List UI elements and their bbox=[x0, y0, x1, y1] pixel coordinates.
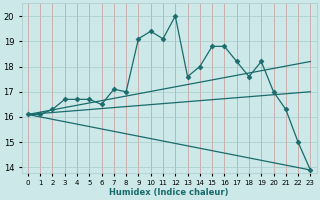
X-axis label: Humidex (Indice chaleur): Humidex (Indice chaleur) bbox=[109, 188, 229, 197]
